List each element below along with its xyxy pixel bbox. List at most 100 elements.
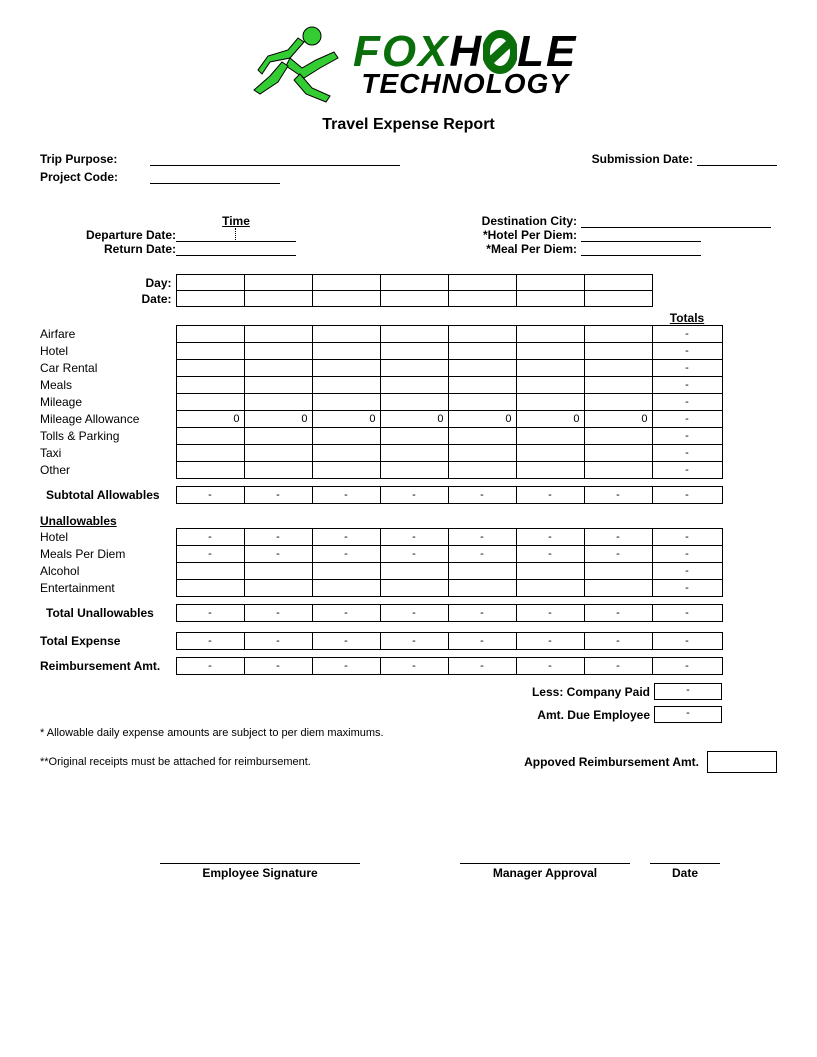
table-cell[interactable] xyxy=(380,428,448,445)
table-cell[interactable] xyxy=(312,563,380,580)
table-cell[interactable] xyxy=(516,428,584,445)
table-cell[interactable] xyxy=(448,377,516,394)
table-cell[interactable] xyxy=(176,326,244,343)
employee-signature[interactable]: Employee Signature xyxy=(160,863,360,880)
table-cell[interactable] xyxy=(516,445,584,462)
table-cell[interactable] xyxy=(516,326,584,343)
table-cell[interactable]: - xyxy=(516,546,584,563)
table-cell[interactable] xyxy=(448,445,516,462)
table-cell[interactable]: 0 xyxy=(244,411,312,428)
table-cell[interactable] xyxy=(244,563,312,580)
table-cell[interactable] xyxy=(516,462,584,479)
table-cell[interactable] xyxy=(312,360,380,377)
table-cell[interactable] xyxy=(584,580,652,597)
table-cell[interactable]: - xyxy=(380,529,448,546)
table-cell[interactable]: 0 xyxy=(176,411,244,428)
hotel-perdiem-field[interactable] xyxy=(581,228,701,242)
table-cell[interactable] xyxy=(448,580,516,597)
table-cell[interactable] xyxy=(312,394,380,411)
departure-time-field[interactable] xyxy=(236,228,296,242)
table-cell[interactable] xyxy=(244,377,312,394)
table-cell[interactable] xyxy=(176,360,244,377)
table-cell[interactable] xyxy=(584,394,652,411)
table-cell[interactable] xyxy=(244,326,312,343)
table-cell[interactable] xyxy=(448,428,516,445)
table-cell[interactable] xyxy=(448,326,516,343)
less-company-cell[interactable]: - xyxy=(654,683,722,700)
table-cell[interactable] xyxy=(380,462,448,479)
table-cell[interactable] xyxy=(244,428,312,445)
table-cell[interactable] xyxy=(176,428,244,445)
table-cell[interactable] xyxy=(516,360,584,377)
table-cell[interactable] xyxy=(448,563,516,580)
table-cell[interactable]: - xyxy=(176,529,244,546)
departure-date-field[interactable] xyxy=(176,228,236,242)
table-cell[interactable] xyxy=(584,428,652,445)
table-cell[interactable] xyxy=(176,580,244,597)
table-cell[interactable]: - xyxy=(244,529,312,546)
table-cell[interactable] xyxy=(584,360,652,377)
submission-date-field[interactable] xyxy=(697,152,777,166)
table-cell[interactable] xyxy=(176,563,244,580)
table-cell[interactable] xyxy=(516,580,584,597)
table-cell[interactable]: 0 xyxy=(516,411,584,428)
table-cell[interactable]: - xyxy=(312,529,380,546)
table-cell[interactable] xyxy=(244,462,312,479)
table-cell[interactable] xyxy=(312,377,380,394)
table-cell[interactable] xyxy=(176,343,244,360)
table-cell[interactable] xyxy=(448,394,516,411)
project-code-field[interactable] xyxy=(150,170,280,184)
table-cell[interactable]: - xyxy=(448,546,516,563)
table-cell[interactable] xyxy=(380,360,448,377)
meal-perdiem-field[interactable] xyxy=(581,242,701,256)
table-cell[interactable] xyxy=(380,563,448,580)
table-cell[interactable] xyxy=(516,394,584,411)
table-cell[interactable] xyxy=(380,394,448,411)
table-cell[interactable] xyxy=(448,343,516,360)
table-cell[interactable] xyxy=(244,394,312,411)
table-cell[interactable]: 0 xyxy=(380,411,448,428)
table-cell[interactable] xyxy=(176,377,244,394)
table-cell[interactable]: - xyxy=(380,546,448,563)
table-cell[interactable] xyxy=(244,360,312,377)
table-cell[interactable] xyxy=(448,360,516,377)
table-cell[interactable]: - xyxy=(176,546,244,563)
table-cell[interactable] xyxy=(516,377,584,394)
table-cell[interactable] xyxy=(176,394,244,411)
table-cell[interactable] xyxy=(380,343,448,360)
table-cell[interactable] xyxy=(244,445,312,462)
table-cell[interactable] xyxy=(244,580,312,597)
table-cell[interactable] xyxy=(448,462,516,479)
table-cell[interactable] xyxy=(312,462,380,479)
signature-date[interactable]: Date xyxy=(650,863,720,880)
table-cell[interactable]: - xyxy=(244,546,312,563)
table-cell[interactable] xyxy=(380,326,448,343)
table-cell[interactable] xyxy=(176,445,244,462)
table-cell[interactable] xyxy=(244,343,312,360)
table-cell[interactable] xyxy=(312,428,380,445)
date-cell[interactable] xyxy=(176,291,244,307)
day-cell[interactable] xyxy=(176,275,244,291)
table-cell[interactable]: - xyxy=(312,546,380,563)
table-cell[interactable] xyxy=(584,377,652,394)
table-cell[interactable] xyxy=(584,343,652,360)
table-cell[interactable] xyxy=(380,377,448,394)
trip-purpose-field[interactable] xyxy=(150,152,400,166)
table-cell[interactable] xyxy=(312,343,380,360)
table-cell[interactable] xyxy=(312,580,380,597)
table-cell[interactable] xyxy=(584,445,652,462)
table-cell[interactable] xyxy=(380,580,448,597)
table-cell[interactable] xyxy=(380,445,448,462)
destination-city-field[interactable] xyxy=(581,214,771,228)
table-cell[interactable] xyxy=(584,563,652,580)
return-date-field[interactable] xyxy=(176,242,236,256)
amt-due-cell[interactable]: - xyxy=(654,706,722,723)
table-cell[interactable]: - xyxy=(584,529,652,546)
table-cell[interactable] xyxy=(584,326,652,343)
table-cell[interactable]: - xyxy=(584,546,652,563)
table-cell[interactable]: 0 xyxy=(448,411,516,428)
table-cell[interactable] xyxy=(312,445,380,462)
table-cell[interactable] xyxy=(516,343,584,360)
table-cell[interactable]: - xyxy=(448,529,516,546)
manager-approval[interactable]: Manager Approval xyxy=(460,863,630,880)
